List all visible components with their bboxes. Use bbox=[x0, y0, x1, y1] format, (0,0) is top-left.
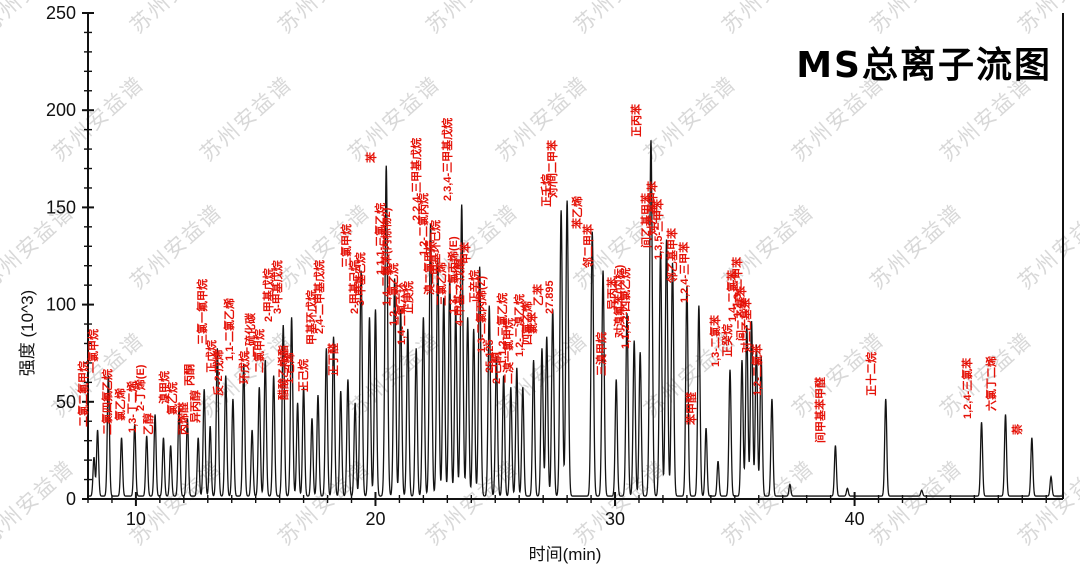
y-tick-label: 200 bbox=[46, 100, 76, 120]
x-tick-label: 30 bbox=[605, 509, 625, 529]
y-tick-label: 150 bbox=[46, 197, 76, 217]
y-tick-label: 50 bbox=[56, 392, 76, 412]
y-tick-label: 100 bbox=[46, 295, 76, 315]
y-tick-label: 250 bbox=[46, 3, 76, 23]
x-tick-label: 40 bbox=[845, 509, 865, 529]
x-axis-title: 时间(min) bbox=[528, 545, 602, 564]
y-tick-label: 0 bbox=[66, 489, 76, 509]
tic-trace bbox=[88, 140, 1063, 497]
chart-title: MS总离子流图 bbox=[796, 45, 1052, 86]
x-tick-label: 20 bbox=[365, 509, 385, 529]
x-tick-label: 10 bbox=[126, 509, 146, 529]
y-axis-title: 强度 (10^3) bbox=[18, 289, 37, 377]
